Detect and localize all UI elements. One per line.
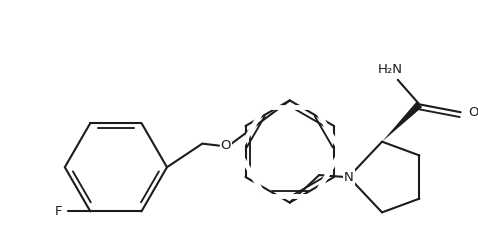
Text: F: F	[54, 205, 62, 218]
Text: O: O	[468, 106, 478, 119]
Text: O: O	[221, 139, 231, 152]
Polygon shape	[382, 102, 422, 142]
Text: H₂N: H₂N	[378, 63, 402, 76]
Text: N: N	[344, 171, 354, 184]
